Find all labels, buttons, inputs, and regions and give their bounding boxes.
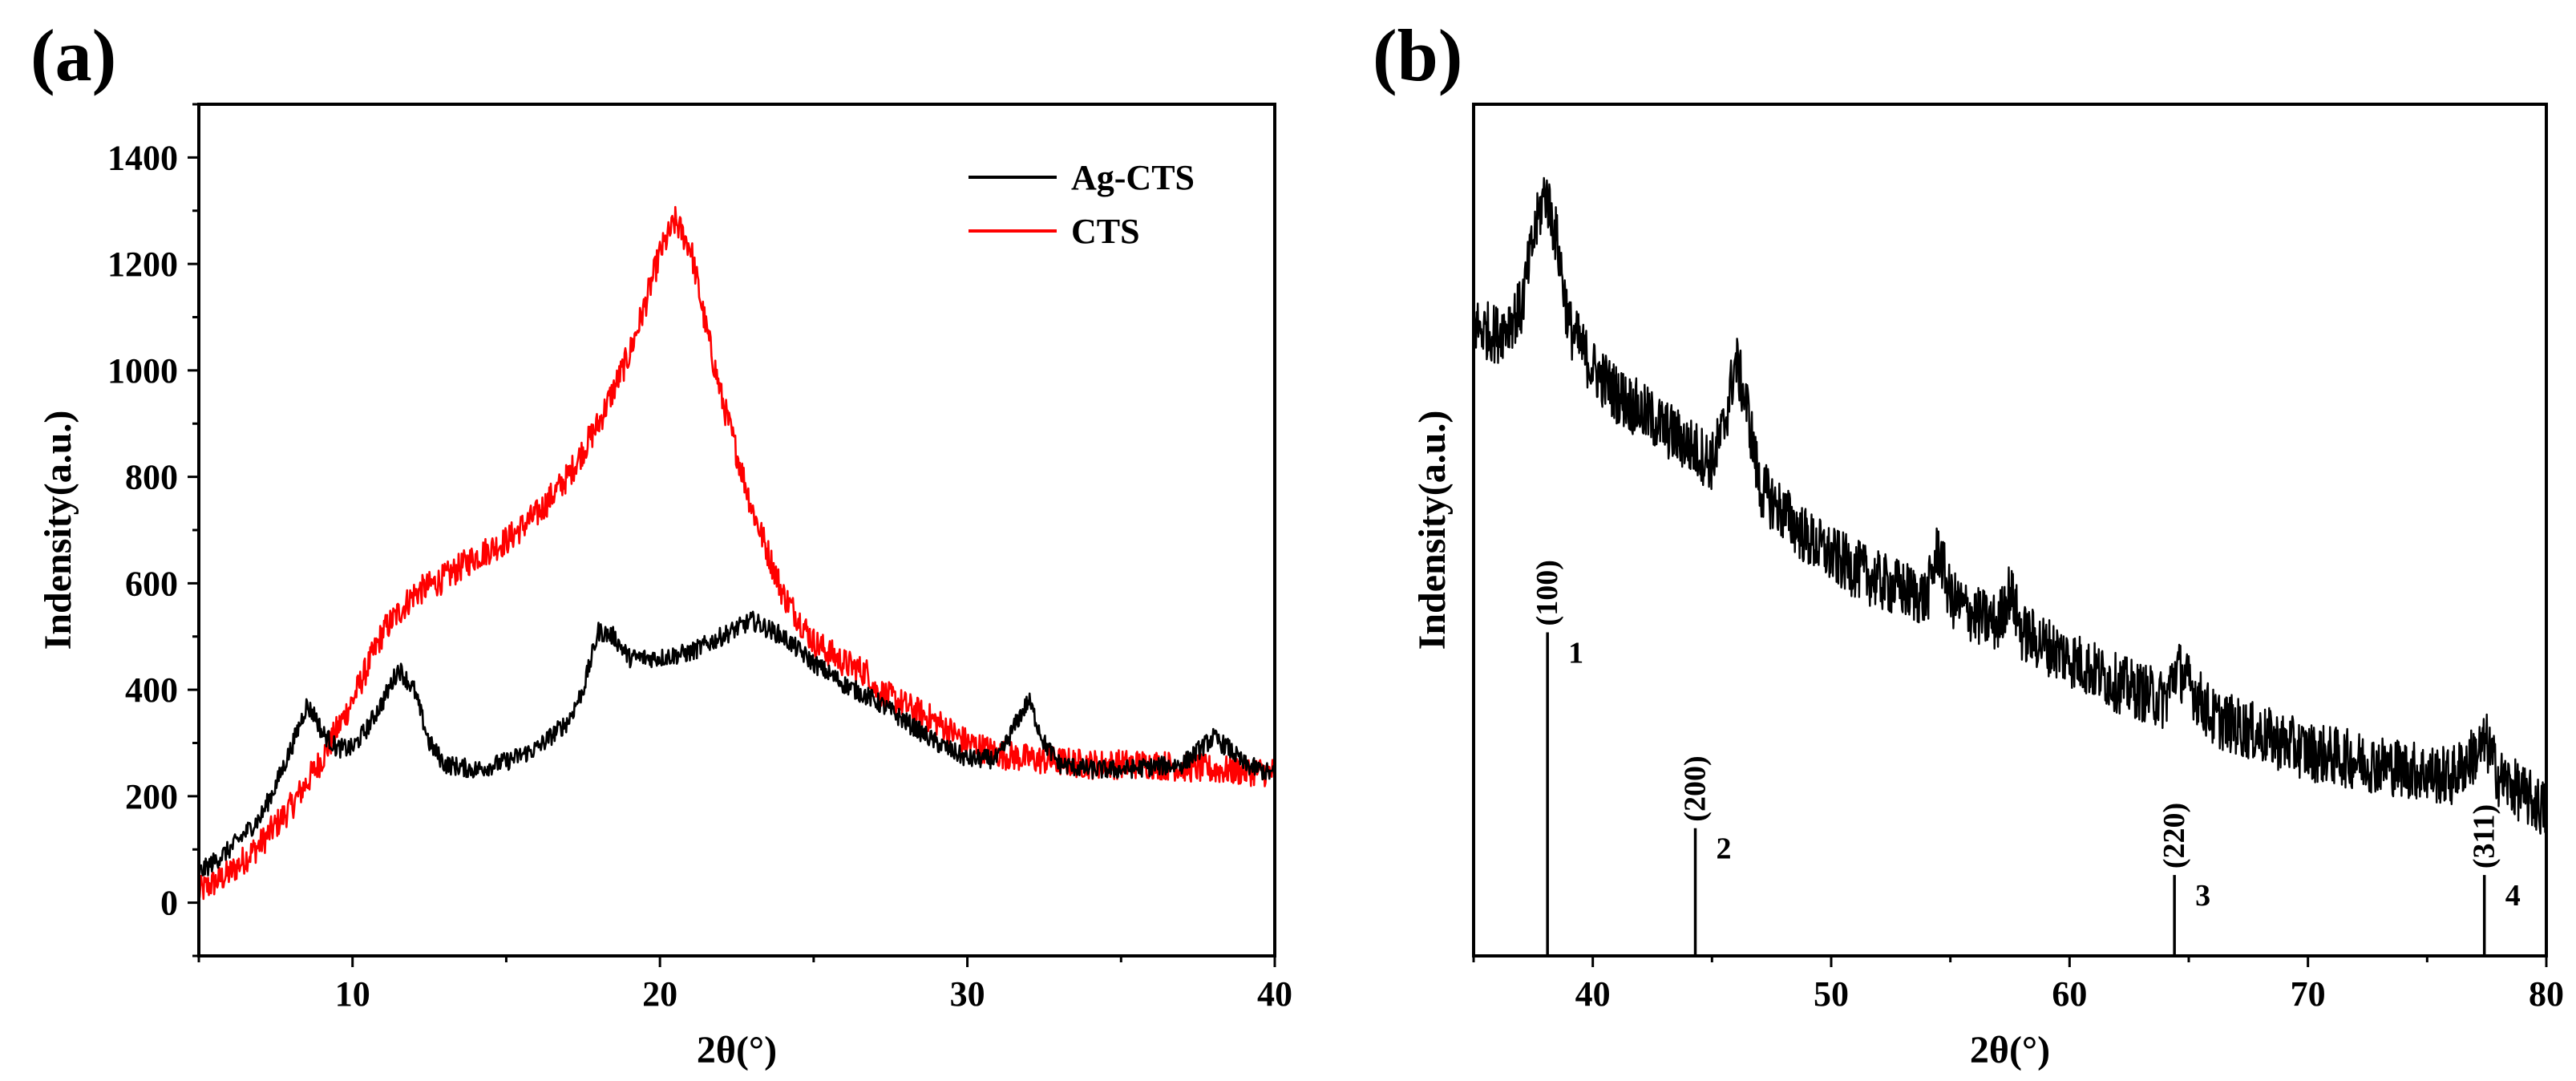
panel-a: (a) 10 20 30 40 0 200 400 600 800 1000 1200 1400 2…	[30, 14, 1292, 1071]
x-tick-label: 70	[2291, 974, 2326, 1014]
y-tick-label: 0	[160, 884, 178, 923]
x-tick-label: 10	[335, 974, 370, 1014]
panel-a-x-ticks: 10 20 30 40	[197, 956, 1292, 1014]
series-line-ag-cts	[197, 610, 1276, 878]
x-tick-label: 80	[2529, 974, 2564, 1014]
reference-hkl-label: (311)	[2468, 804, 2501, 868]
x-tick-label: 60	[2052, 974, 2087, 1014]
reference-hkl-label: (100)	[1531, 560, 1564, 626]
reference-hkl-label: (200)	[1679, 755, 1713, 821]
legend-label-cts: CTS	[1071, 212, 1140, 251]
x-tick-label: 40	[1575, 974, 1611, 1014]
panel-a-x-axis-title: 2θ(°)	[697, 1029, 777, 1071]
y-tick-label: 800	[125, 458, 178, 497]
y-tick-label: 200	[125, 777, 178, 816]
reference-index-label: 4	[2505, 879, 2521, 913]
panel-b: (b) (100)1(200)2 (220)3(311)4 40 50 60 70 80 …	[1373, 14, 2564, 1071]
panel-b-reference-lines: (100)1 (200)2 (220)3 (311)4	[1531, 560, 2521, 956]
panel-b-label: (b)	[1373, 14, 1462, 96]
y-tick-label: 1400	[107, 138, 178, 177]
panel-b-plot-area	[1472, 176, 2548, 835]
y-tick-label: 400	[125, 670, 178, 710]
reference-index-label: 3	[2195, 879, 2210, 913]
series-line-xrd-pattern	[1472, 176, 2548, 835]
panel-a-y-axis-title: Indensity(a.u.)	[37, 411, 79, 650]
x-tick-label: 50	[1814, 974, 1849, 1014]
x-tick-label: 40	[1257, 974, 1292, 1014]
y-tick-label: 600	[125, 564, 178, 603]
panel-b-frame	[1472, 103, 2548, 958]
panel-b-x-axis-title: 2θ(°)	[1970, 1029, 2050, 1071]
y-tick-label: 1000	[107, 351, 178, 391]
panel-b-x-ticks: 40 50 60 70 80	[1472, 956, 2564, 1014]
reference-hkl-label: (220)	[2157, 803, 2191, 868]
y-tick-label: 1200	[107, 245, 178, 284]
panel-b-y-axis-title: Indensity(a.u.)	[1411, 411, 1454, 650]
reference-index-label: 1	[1568, 636, 1583, 670]
x-tick-label: 20	[642, 974, 677, 1014]
series-line-cts	[197, 205, 1276, 901]
reference-index-label: 2	[1717, 832, 1732, 866]
legend-label-ag-cts: Ag-CTS	[1071, 158, 1195, 197]
panel-a-legend: Ag-CTS CTS	[969, 158, 1195, 251]
panel-a-label: (a)	[30, 14, 116, 96]
panel-a-plot-area	[197, 205, 1276, 901]
panel-a-y-ticks: 0 200 400 600 800 1000 1200 1400	[107, 103, 199, 958]
x-tick-label: 30	[950, 974, 985, 1014]
